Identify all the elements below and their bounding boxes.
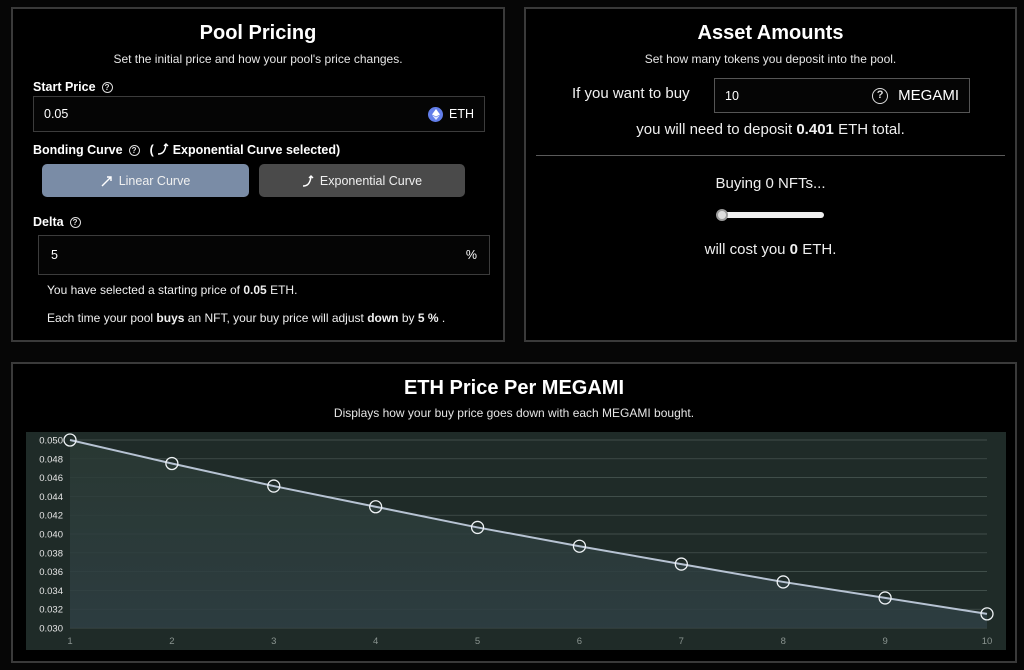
x-tick-label: 1 xyxy=(67,636,72,647)
y-tick-label: 0.050 xyxy=(39,436,63,447)
price-line-chart: 0.050 0.048 0.046 0.044 0.042 0.040 0.038 0.036… xyxy=(26,432,1006,650)
exponential-curve-label: Exponential Curve xyxy=(319,173,423,188)
start-price-value[interactable]: 0.05 xyxy=(44,107,69,121)
slider-thumb[interactable] xyxy=(716,209,728,221)
start-price-label-text: Start Price xyxy=(33,80,96,94)
bonding-curve-label: Bonding Curve ? ( Exponential Curve sele… xyxy=(33,143,340,157)
summary-price: 0.05 xyxy=(243,283,267,297)
x-tick-label: 8 xyxy=(781,636,786,647)
deposit-value: 0.401 xyxy=(796,121,834,138)
asset-amounts-title: Asset Amounts xyxy=(697,22,844,44)
exponential-curve-icon xyxy=(158,143,169,155)
pool-pricing-subtitle: Set the initial price and how your pool'… xyxy=(113,52,403,66)
pool-pricing-title: Pool Pricing xyxy=(199,22,317,44)
linear-curve-button[interactable]: Linear Curve xyxy=(42,164,249,197)
data-point xyxy=(369,500,383,514)
data-point xyxy=(267,479,281,493)
help-icon[interactable]: ? xyxy=(101,81,113,93)
x-tick-label: 2 xyxy=(169,636,174,647)
help-icon[interactable]: ? xyxy=(872,87,889,104)
x-tick-label: 7 xyxy=(679,636,684,647)
cost-summary: will cost you 0 ETH. xyxy=(526,241,1015,258)
linear-curve-icon xyxy=(101,175,112,186)
x-tick-label: 5 xyxy=(475,636,480,647)
linear-curve-label: Linear Curve xyxy=(118,173,191,188)
y-tick-label: 0.048 xyxy=(39,454,63,465)
data-point xyxy=(674,557,688,571)
token-label: MEGAMI xyxy=(898,87,959,104)
summary-text: . xyxy=(441,311,446,325)
start-price-input[interactable]: 0.05 ETH xyxy=(33,96,485,132)
summary-text: Each time your pool xyxy=(47,311,154,325)
buy-prefix: If you want to buy xyxy=(572,85,690,102)
token-selector[interactable]: ? MEGAMI xyxy=(872,87,959,104)
series-line xyxy=(69,439,988,615)
buy-quantity-value[interactable]: 10 xyxy=(725,88,739,103)
data-point xyxy=(572,539,587,553)
y-tick-label: 0.042 xyxy=(39,511,63,522)
help-icon[interactable]: ? xyxy=(128,144,140,156)
start-price-label: Start Price ? xyxy=(33,80,113,94)
data-point xyxy=(878,591,892,605)
y-tick-label: 0.034 xyxy=(39,586,63,597)
y-tick-label: 0.032 xyxy=(39,605,63,616)
starting-price-summary: You have selected a starting price of 0.… xyxy=(47,283,297,297)
y-tick-label: 0.046 xyxy=(39,473,63,484)
data-point xyxy=(470,520,485,535)
chart-area xyxy=(70,440,987,628)
exponential-curve-button[interactable]: Exponential Curve xyxy=(259,164,465,197)
asset-amounts-subtitle: Set how many tokens you deposit into the… xyxy=(644,52,897,66)
summary-currency: ETH. xyxy=(270,283,298,297)
bonding-curve-label-text: Bonding Curve xyxy=(33,143,123,157)
deposit-summary: you will need to deposit 0.401 ETH total… xyxy=(526,121,1015,138)
delta-input[interactable]: 5 % xyxy=(38,235,490,275)
data-point xyxy=(165,456,179,471)
chart-subtitle: Displays how your buy price goes down wi… xyxy=(333,406,695,420)
cost-text: will cost you xyxy=(704,241,786,258)
bonding-curve-selected-note: ( Exponential Curve selected) xyxy=(149,143,341,157)
delta-label: Delta ? xyxy=(33,215,81,229)
bonding-curve-selected-text: Exponential Curve selected xyxy=(172,143,336,157)
chart-title: ETH Price Per MEGAMI xyxy=(403,377,625,399)
data-point xyxy=(776,575,790,589)
nft-count-slider[interactable] xyxy=(722,212,824,218)
cost-currency: ETH. xyxy=(802,241,837,258)
data-point xyxy=(980,607,994,621)
buy-quantity-input[interactable]: 10 ? MEGAMI xyxy=(714,78,970,113)
data-point xyxy=(63,433,77,447)
x-tick-label: 4 xyxy=(373,636,378,647)
divider xyxy=(536,155,1005,156)
currency-selector[interactable]: ETH xyxy=(428,106,474,122)
deposit-currency: ETH total. xyxy=(838,121,905,138)
x-tick-label: 6 xyxy=(577,636,582,647)
delta-value[interactable]: 5 xyxy=(51,248,58,262)
y-tick-label: 0.030 xyxy=(39,624,63,635)
ethereum-icon xyxy=(428,106,443,122)
currency-label: ETH xyxy=(449,107,474,121)
y-tick-label: 0.044 xyxy=(39,492,63,503)
y-tick-label: 0.040 xyxy=(39,530,63,541)
x-tick-label: 3 xyxy=(271,636,276,647)
exponential-curve-icon xyxy=(302,174,314,187)
delta-label-text: Delta xyxy=(33,215,64,229)
summary-text: an NFT, your buy price will adjust xyxy=(187,311,364,325)
x-tick-label: 10 xyxy=(982,636,993,647)
summary-text: by xyxy=(401,311,415,325)
x-tick-label: 9 xyxy=(882,636,887,647)
summary-action: buys xyxy=(156,311,185,325)
buying-status: Buying 0 NFTs... xyxy=(715,175,826,192)
summary-direction: down xyxy=(367,311,399,325)
y-tick-label: 0.036 xyxy=(39,567,63,578)
cost-value: 0 xyxy=(789,241,799,258)
asset-amounts-panel: Asset Amounts Set how many tokens you de… xyxy=(524,7,1017,342)
pool-pricing-panel: Pool Pricing Set the initial price and h… xyxy=(11,7,505,342)
delta-unit: % xyxy=(465,248,477,262)
price-chart-panel: ETH Price Per MEGAMI Displays how your b… xyxy=(11,362,1017,663)
price-adjust-summary: Each time your pool buys an NFT, your bu… xyxy=(47,311,445,325)
help-icon[interactable]: ? xyxy=(69,216,81,228)
deposit-text: you will need to deposit xyxy=(636,121,793,138)
y-tick-label: 0.038 xyxy=(39,548,63,559)
summary-delta: 5 % xyxy=(417,311,439,325)
summary-text: You have selected a starting price of xyxy=(47,283,241,297)
